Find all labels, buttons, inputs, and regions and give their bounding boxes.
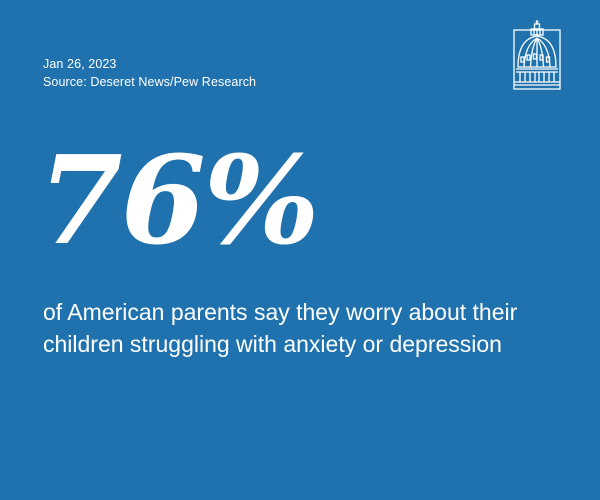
- source-label: Source: Deseret News/Pew Research: [43, 75, 257, 89]
- stat-caption: of American parents say they worry about…: [43, 299, 518, 357]
- capitol-dome-icon: [510, 19, 564, 93]
- meta-info: Jan 26, 2023 Source: Deseret News/Pew Re…: [43, 55, 256, 91]
- headline-stat: 76%: [38, 128, 320, 272]
- date-label: Jan 26, 2023: [43, 57, 117, 71]
